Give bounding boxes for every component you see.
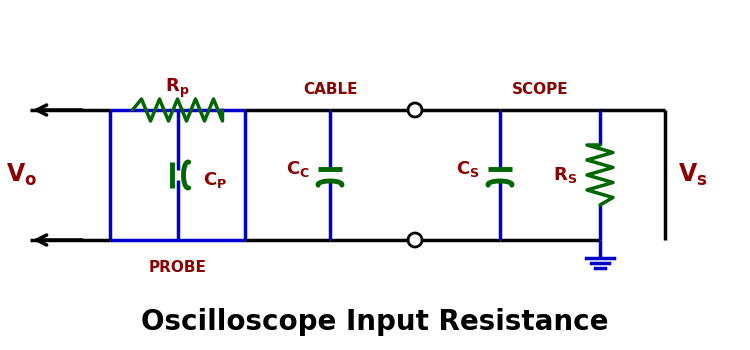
Circle shape <box>408 233 422 247</box>
Text: CABLE: CABLE <box>303 83 357 98</box>
Text: $\mathbf{C_C}$: $\mathbf{C_C}$ <box>286 159 310 179</box>
Circle shape <box>408 103 422 117</box>
Text: $\mathbf{R_S}$: $\mathbf{R_S}$ <box>553 165 577 185</box>
Text: $\mathbf{R_p}$: $\mathbf{R_p}$ <box>165 76 190 100</box>
Text: PROBE: PROBE <box>148 260 206 275</box>
Text: $\mathbf{V_s}$: $\mathbf{V_s}$ <box>678 162 708 188</box>
Text: Oscilloscope Input Resistance: Oscilloscope Input Resistance <box>141 308 609 336</box>
Text: $\mathbf{C_P}$: $\mathbf{C_P}$ <box>203 170 227 190</box>
Text: $\mathbf{V_o}$: $\mathbf{V_o}$ <box>7 162 38 188</box>
Text: SCOPE: SCOPE <box>512 83 568 98</box>
Text: $\mathbf{C_S}$: $\mathbf{C_S}$ <box>456 159 480 179</box>
